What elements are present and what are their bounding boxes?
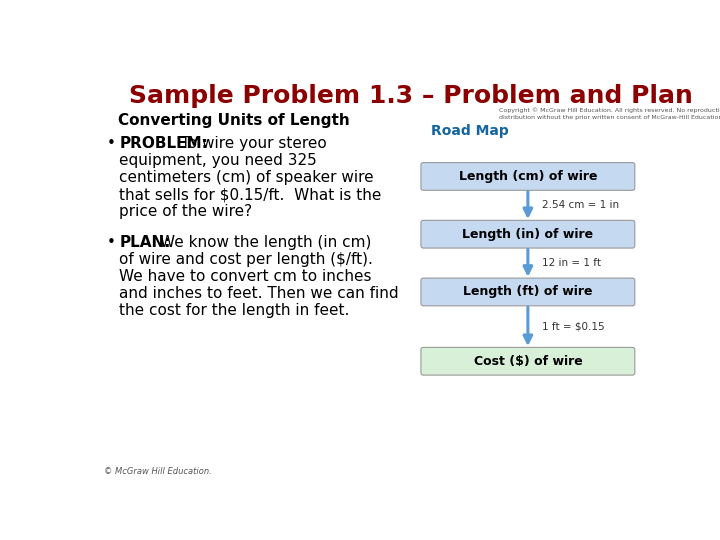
Text: We have to convert cm to inches: We have to convert cm to inches [120, 269, 372, 284]
Text: Cost ($) of wire: Cost ($) of wire [474, 355, 582, 368]
Text: •: • [107, 137, 116, 151]
Text: the cost for the length in feet.: the cost for the length in feet. [120, 303, 350, 318]
Text: To wire your stereo: To wire your stereo [181, 137, 327, 151]
Text: 2.54 cm = 1 in: 2.54 cm = 1 in [542, 200, 619, 210]
Text: Length (ft) of wire: Length (ft) of wire [463, 286, 593, 299]
Text: centimeters (cm) of speaker wire: centimeters (cm) of speaker wire [120, 170, 374, 185]
Text: price of the wire?: price of the wire? [120, 204, 253, 219]
Text: •: • [107, 235, 116, 250]
Text: equipment, you need 325: equipment, you need 325 [120, 153, 318, 168]
Text: Road Map: Road Map [431, 124, 509, 138]
Text: 1 ft = $0.15: 1 ft = $0.15 [542, 322, 605, 332]
Text: of wire and cost per length ($/ft).: of wire and cost per length ($/ft). [120, 252, 374, 267]
Text: Length (cm) of wire: Length (cm) of wire [459, 170, 597, 183]
Text: PROBLEM:: PROBLEM: [120, 137, 208, 151]
FancyBboxPatch shape [421, 278, 635, 306]
Text: © McGraw Hill Education.: © McGraw Hill Education. [104, 467, 212, 476]
FancyBboxPatch shape [421, 220, 635, 248]
Text: Sample Problem 1.3 – Problem and Plan: Sample Problem 1.3 – Problem and Plan [129, 84, 693, 108]
Text: and inches to feet. Then we can find: and inches to feet. Then we can find [120, 286, 399, 301]
Text: Converting Units of Length: Converting Units of Length [117, 112, 349, 127]
FancyBboxPatch shape [421, 347, 635, 375]
Text: We know the length (in cm): We know the length (in cm) [160, 235, 371, 250]
Text: Length (in) of wire: Length (in) of wire [462, 228, 593, 241]
Text: PLAN:: PLAN: [120, 235, 171, 250]
Text: Copyright © McGraw Hill Education. All rights reserved. No reproduction or
distr: Copyright © McGraw Hill Education. All r… [499, 107, 720, 120]
Text: that sells for $0.15/ft.  What is the: that sells for $0.15/ft. What is the [120, 187, 382, 202]
Text: 12 in = 1 ft: 12 in = 1 ft [542, 258, 600, 268]
FancyBboxPatch shape [421, 163, 635, 190]
